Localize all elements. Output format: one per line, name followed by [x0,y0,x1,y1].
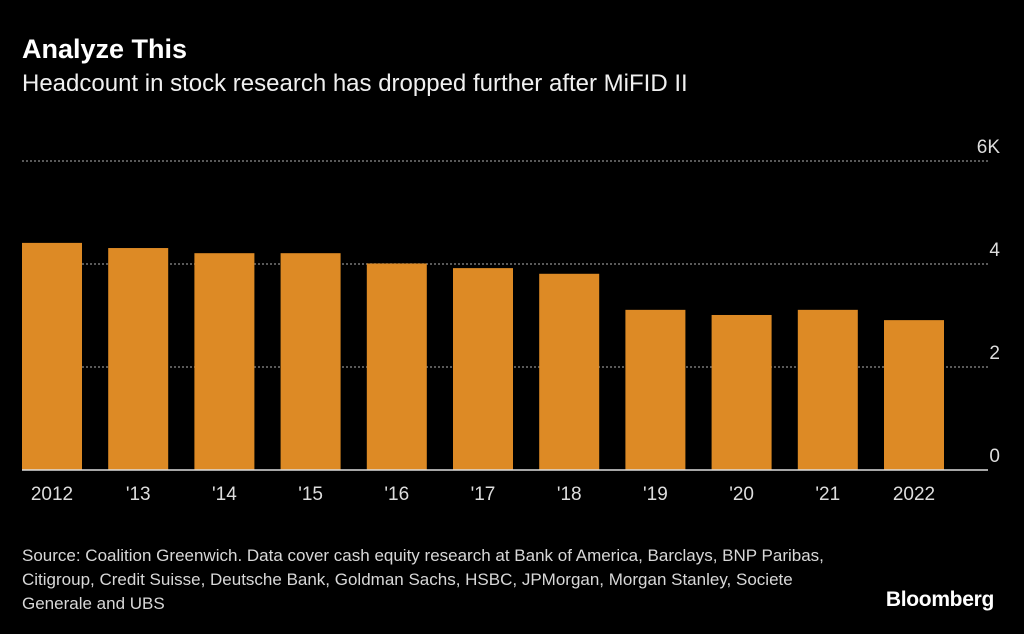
y-tick-label: 2 [989,343,1000,364]
bar [280,253,341,470]
bar [711,314,772,470]
x-tick-label: 2022 [893,484,935,505]
x-tick-label: '21 [815,484,840,505]
x-tick-label: '19 [643,484,668,505]
x-tick-label: '13 [126,484,151,505]
x-tick-label: '20 [729,484,754,505]
y-tick-label: 6K [977,137,1001,158]
bar [453,268,513,470]
x-tick-label: 2012 [31,484,73,505]
bar [108,248,169,470]
bloomberg-logo: Bloomberg [885,588,994,611]
x-tick-label: '17 [471,484,496,505]
bar [884,320,944,470]
x-tick-label: '16 [384,484,409,505]
chart-subtitle: Headcount in stock research has dropped … [22,70,688,97]
source-note: Source: Coalition Greenwich. Data cover … [22,546,824,613]
bar [366,263,427,470]
bar [625,309,686,470]
x-tick-label: '14 [212,484,237,505]
x-tick-label: '18 [557,484,582,505]
y-tick-label: 0 [989,446,1000,467]
bar [797,309,858,470]
x-tick-label: '15 [298,484,323,505]
bar-chart: 0 2 4 6K 2012 '13 '14 '15 '16 '17 '18 '19 '20 '21 2022 [22,137,1001,505]
bar [539,273,600,470]
y-tick-label: 4 [989,240,1000,261]
bar [194,253,255,470]
chart-title: Analyze This [22,34,188,64]
bar [22,242,82,470]
